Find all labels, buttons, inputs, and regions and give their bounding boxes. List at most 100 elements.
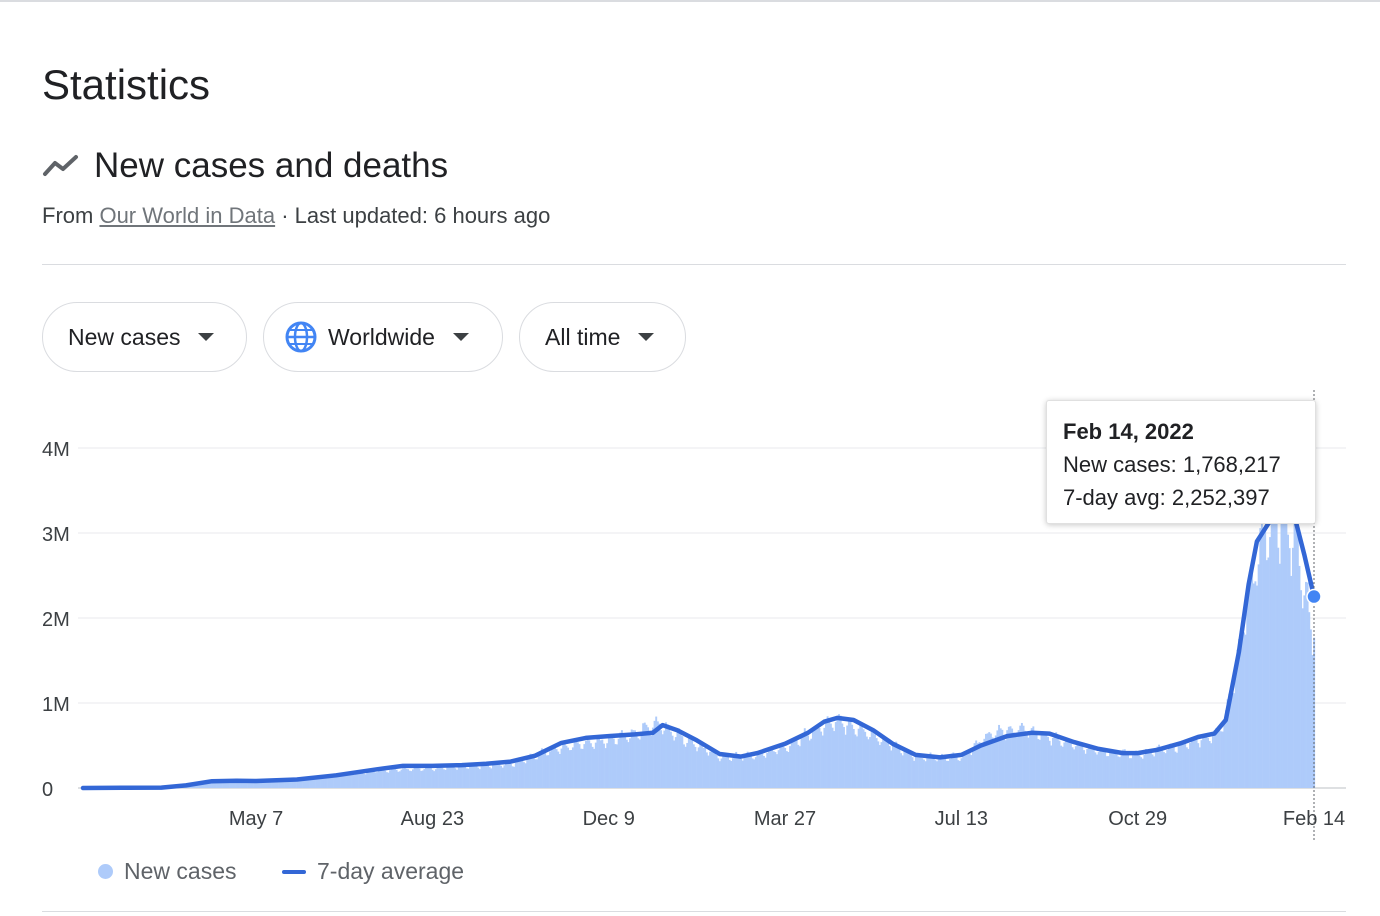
bar-new-cases — [896, 747, 899, 788]
bar-new-cases — [994, 735, 997, 788]
bar-new-cases — [340, 775, 343, 788]
bar-new-cases — [955, 755, 958, 788]
bar-new-cases — [266, 779, 269, 788]
source-link[interactable]: Our World in Data — [99, 203, 276, 228]
bar-new-cases — [516, 758, 519, 788]
bar-new-cases — [919, 756, 922, 788]
bar-new-cases — [818, 727, 821, 788]
legend-swatch-line — [282, 869, 306, 874]
bar-new-cases — [488, 767, 491, 788]
bar-new-cases — [1228, 693, 1231, 788]
bar-new-cases — [673, 740, 676, 788]
bar-new-cases — [1053, 733, 1056, 788]
bar-new-cases — [945, 760, 948, 788]
bar-new-cases — [625, 739, 628, 788]
bar-new-cases — [234, 780, 236, 788]
bar-new-cases — [263, 780, 266, 788]
bar-new-cases — [1197, 743, 1200, 788]
metric-dropdown[interactable]: New cases — [42, 302, 247, 372]
bar-new-cases — [859, 724, 862, 788]
globe-icon — [285, 321, 317, 353]
bar-new-cases — [1027, 737, 1030, 788]
bar-new-cases — [916, 754, 919, 788]
bar-new-cases — [385, 772, 388, 788]
bar-new-cases — [258, 780, 261, 788]
bar-new-cases — [751, 758, 754, 788]
bar-new-cases — [513, 766, 516, 788]
bar-new-cases — [614, 744, 617, 788]
bar-new-cases — [954, 755, 956, 788]
bar-new-cases — [374, 772, 377, 788]
bar-new-cases — [511, 766, 514, 788]
top-border — [0, 0, 1380, 2]
bar-new-cases — [505, 762, 507, 788]
bar-new-cases — [1288, 548, 1291, 788]
source-prefix: From — [42, 203, 94, 228]
bar-new-cases — [594, 742, 597, 788]
bar-new-cases — [730, 760, 733, 788]
bar-new-cases — [1229, 693, 1232, 788]
time-range-dropdown[interactable]: All time — [519, 302, 686, 372]
bar-new-cases — [459, 765, 462, 788]
bar-new-cases — [194, 784, 197, 788]
bar-new-cases — [645, 724, 648, 788]
bar-new-cases — [849, 720, 852, 788]
bar-new-cases — [862, 729, 865, 788]
bar-new-cases — [1192, 738, 1195, 788]
bar-new-cases — [612, 738, 615, 788]
bar-new-cases — [1086, 749, 1089, 788]
legend-swatch-bars — [98, 864, 113, 879]
bar-new-cases — [635, 734, 638, 788]
bar-new-cases — [1246, 602, 1249, 788]
bar-new-cases — [429, 767, 432, 788]
bar-new-cases — [798, 746, 801, 788]
bar-new-cases — [268, 780, 271, 788]
bar-new-cases — [578, 744, 581, 788]
section-divider — [42, 264, 1346, 265]
bar-new-cases — [451, 766, 454, 788]
bar-new-cases — [509, 763, 512, 788]
bar-new-cases — [1180, 740, 1183, 788]
bar-new-cases — [1082, 750, 1085, 788]
bar-new-cases — [604, 748, 607, 788]
bar-new-cases — [731, 758, 734, 788]
bar-new-cases — [498, 763, 501, 788]
bar-new-cases — [251, 781, 254, 788]
bar-new-cases — [774, 752, 777, 788]
region-dropdown[interactable]: Worldwide — [263, 302, 503, 372]
bar-new-cases — [349, 773, 352, 788]
bar-new-cases — [281, 779, 284, 788]
bar-new-cases — [802, 735, 805, 788]
bar-new-cases — [1011, 728, 1014, 788]
bar-new-cases — [722, 755, 725, 788]
bar-new-cases — [410, 771, 413, 788]
bar-new-cases — [929, 752, 932, 788]
tooltip-new-cases: New cases: 1,768,217 — [1063, 448, 1299, 481]
bar-new-cases — [1216, 728, 1219, 788]
bar-new-cases — [371, 769, 374, 788]
cases-chart[interactable]: 0 1M 2M 3M 4M May 7 Aug 23 Dec 9 Mar 27 Jul 13 Oct… — [0, 390, 1380, 850]
bar-new-cases — [826, 716, 829, 788]
bar-new-cases — [1087, 745, 1090, 788]
bar-new-cases — [1265, 560, 1268, 788]
bar-new-cases — [243, 780, 246, 788]
bar-new-cases — [1040, 735, 1043, 788]
bar-new-cases — [214, 783, 217, 788]
bar-new-cases — [531, 754, 534, 788]
bar-new-cases — [950, 753, 953, 788]
bar-new-cases — [500, 765, 503, 788]
bar-new-cases — [1267, 557, 1270, 788]
bar-new-cases — [851, 724, 854, 788]
bar-new-cases — [552, 746, 555, 788]
y-tick-label: 3M — [42, 524, 70, 546]
bar-new-cases — [1143, 754, 1146, 788]
bar-new-cases — [333, 774, 336, 788]
bottom-divider — [42, 911, 1346, 912]
bar-new-cases — [320, 777, 323, 788]
bar-new-cases — [338, 774, 341, 788]
legend-item-7day-average: 7-day average — [282, 858, 464, 885]
bar-new-cases — [794, 738, 796, 788]
bar-new-cases — [1114, 752, 1116, 788]
bar-new-cases — [571, 747, 574, 788]
bar-new-cases — [1154, 751, 1157, 788]
